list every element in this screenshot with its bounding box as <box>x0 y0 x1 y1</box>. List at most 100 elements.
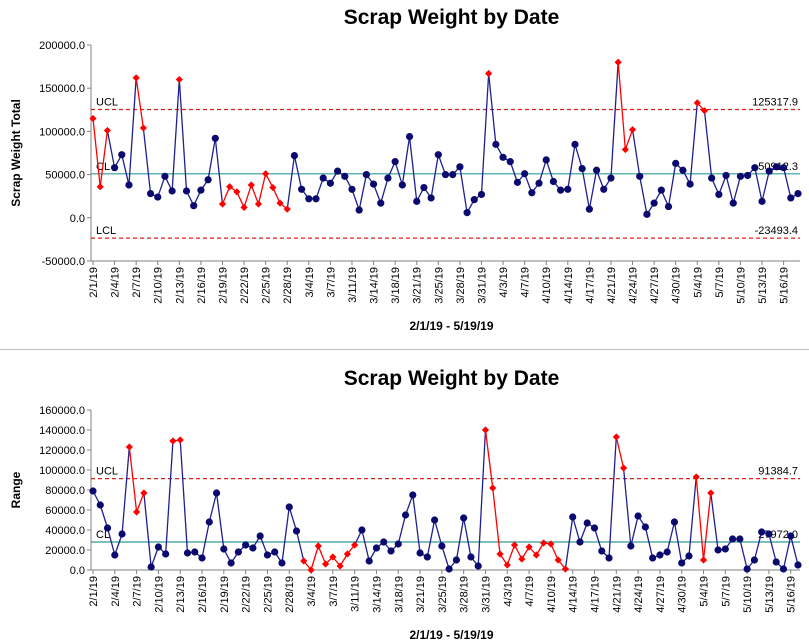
bottom-data-point-out <box>169 437 177 445</box>
top-data-segment <box>567 144 576 190</box>
bottom-x-tick-label: 2/7/19 <box>132 576 144 607</box>
top-data-point-out <box>262 170 270 178</box>
bottom-data-segment <box>702 492 712 561</box>
bottom-data-point <box>147 563 155 571</box>
top-data-point-out <box>218 200 227 208</box>
top-data-point <box>326 179 334 187</box>
top-data-point <box>420 183 428 192</box>
top-x-tick-label: 5/4/19 <box>692 267 704 298</box>
top-data-segment <box>480 73 490 195</box>
bottom-data-point-out <box>547 540 555 548</box>
bottom-data-point-out <box>554 556 562 564</box>
top-data-segment <box>430 154 439 199</box>
bottom-data-point <box>445 565 453 573</box>
top-x-tick-label: 2/16/19 <box>196 267 208 304</box>
bottom-data-segment <box>644 526 654 559</box>
bottom-data-segment <box>136 492 145 513</box>
bottom-data-segment <box>790 535 799 566</box>
top-data-point <box>110 164 119 172</box>
top-data-segment <box>178 79 188 192</box>
bottom-data-point <box>598 547 606 555</box>
bottom-data-point-out <box>503 561 511 569</box>
bottom-data-segment <box>492 487 501 555</box>
bottom-data-point <box>685 552 693 560</box>
top-y-tick-label: 0.0 <box>70 213 85 225</box>
bottom-data-point <box>583 519 591 527</box>
bottom-data-segment <box>630 515 639 547</box>
bottom-data-segment <box>506 544 516 566</box>
bottom-data-point <box>438 542 446 550</box>
top-data-point <box>585 205 593 213</box>
bottom-data-point <box>750 556 758 564</box>
bottom-data-point <box>663 548 671 556</box>
bottom-data-point-out <box>707 489 715 497</box>
top-data-segment <box>207 138 216 180</box>
bottom-data-segment <box>695 476 705 561</box>
top-data-segment <box>286 155 296 210</box>
top-x-tick-label: 3/28/19 <box>455 267 467 304</box>
bottom-data-segment <box>397 514 407 545</box>
top-data-point-out <box>693 99 701 107</box>
top-data-point-out <box>139 124 147 132</box>
bottom-x-tick-label: 3/25/19 <box>437 576 449 613</box>
bottom-data-point-out <box>619 464 628 472</box>
bottom-data-point <box>234 548 242 556</box>
top-data-point <box>312 195 320 203</box>
top-x-tick-label: 3/11/19 <box>347 267 359 303</box>
bottom-data-point-out <box>329 553 337 561</box>
top-data-point <box>643 210 651 218</box>
bottom-data-point <box>714 546 722 554</box>
bottom-data-point <box>401 511 410 519</box>
bottom-x-tick-label: 4/7/19 <box>524 576 536 607</box>
bottom-data-point-out <box>612 433 620 441</box>
top-x-tick-label: 2/22/19 <box>239 267 251 304</box>
top-data-point <box>290 151 299 160</box>
top-data-point-out <box>96 183 104 191</box>
top-data-segment <box>315 177 324 200</box>
top-x-tick-label: 2/19/19 <box>217 267 229 304</box>
bottom-data-segment <box>361 529 370 562</box>
top-x-tick-label: 3/25/19 <box>433 267 445 304</box>
bottom-data-segment <box>615 436 625 469</box>
top-data-point <box>197 186 205 194</box>
top-data-point <box>492 140 500 148</box>
bottom-data-segment <box>739 538 748 570</box>
bottom-data-segment <box>295 530 305 562</box>
bottom-data-segment <box>179 439 189 554</box>
top-data-point <box>362 171 370 179</box>
bottom-data-segment <box>593 527 603 552</box>
bottom-data-segment <box>99 504 109 529</box>
top-data-segment <box>545 159 555 182</box>
top-data-segment <box>394 161 403 186</box>
bottom-data-point <box>634 512 642 520</box>
bottom-data-point-out <box>140 489 148 497</box>
bottom-data-point-out <box>351 541 359 549</box>
top-data-point <box>499 153 507 161</box>
bottom-data-point <box>794 561 802 569</box>
top-x-tick-label: 5/10/19 <box>735 267 747 304</box>
bottom-y-tick-label: 100000.0 <box>39 465 85 477</box>
top-data-point <box>441 171 450 179</box>
bottom-data-point <box>641 523 649 531</box>
bottom-data-point <box>387 547 395 555</box>
top-data-point-out <box>233 188 241 196</box>
bottom-y-axis-label: Range <box>9 471 23 508</box>
top-x-tick-label: 2/13/19 <box>174 267 186 304</box>
bottom-data-segment <box>310 545 319 571</box>
bottom-title: Scrap Weight by Date <box>344 367 560 390</box>
bottom-data-point <box>118 530 126 538</box>
top-data-point <box>521 170 529 178</box>
bottom-data-segment <box>782 535 792 570</box>
top-data-point <box>780 164 788 172</box>
top-data-point <box>679 166 687 174</box>
bottom-data-segment <box>412 494 421 554</box>
bottom-data-point <box>430 516 439 524</box>
bottom-data-segment <box>106 527 116 556</box>
top-data-point <box>298 185 306 193</box>
bottom-data-point-out <box>481 426 490 434</box>
top-data-point <box>161 172 169 180</box>
top-data-point-out <box>175 75 183 84</box>
top-ucl-label: UCL <box>96 97 118 109</box>
top-data-point <box>384 174 392 182</box>
top-data-point <box>708 174 716 182</box>
